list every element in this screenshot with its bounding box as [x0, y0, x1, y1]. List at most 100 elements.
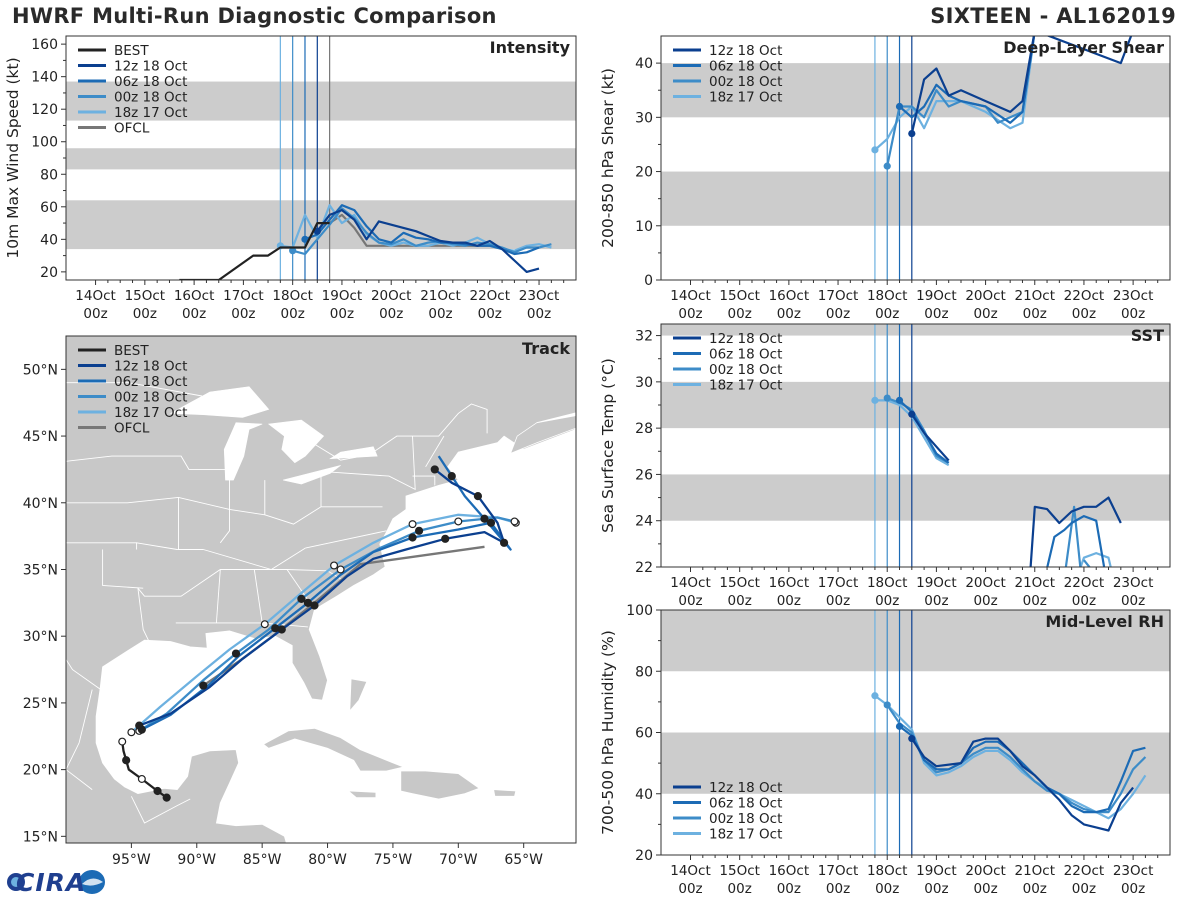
sst-xtick-hour: 00z [1023, 593, 1047, 609]
rh-xtick-day: 14Oct [670, 863, 711, 879]
intensity-ytick-label: 140 [31, 70, 58, 86]
rh-series-00z-18-oct-init-marker [883, 701, 891, 709]
rh-series-00z-18-oct-line-0 [886, 704, 1147, 814]
track-point-open-18z-17-oct [408, 520, 417, 529]
intensity-xtick-day: 16Oct [174, 288, 215, 304]
state-border [271, 547, 306, 570]
track-point-filled-06z-18-oct [447, 471, 456, 481]
rh-plot-area [661, 610, 1170, 855]
track-point-open-best [137, 774, 146, 783]
shear-xtick-hour: 00z [924, 306, 948, 322]
state-border [66, 455, 230, 470]
rh-xtick-day: 19Oct [916, 863, 957, 879]
shear-legend-label: 06z 18 Oct [709, 59, 782, 75]
sst-series-06z-18-oct-init-marker [895, 396, 904, 404]
intensity-series-12z-18-oct-line-0 [316, 209, 540, 273]
sst-xtick-hour: 00z [875, 593, 899, 609]
track-point-filled-ofcl [199, 681, 208, 690]
intensity-series-00z-18-oct-init-marker [289, 247, 297, 255]
shear-title: Deep-Layer Shear [1003, 38, 1164, 57]
track-point-filled-00z-18-oct [414, 526, 424, 535]
intensity-panel: 20 40 60 80 100 120 140 160 14Oct 00z 15Oct 00z 16Oc… [4, 35, 577, 322]
intensity-xtick-day: 17Oct [223, 288, 264, 304]
intensity-legend-label: BEST [114, 43, 149, 59]
sst-legend-label: 00z 18 Oct [709, 362, 782, 378]
shear-xtick-hour: 00z [1072, 306, 1096, 322]
shear-xtick-hour: 00z [1023, 306, 1047, 322]
track-point-filled-best [162, 793, 171, 802]
lat-tick-label: 30°N [23, 629, 58, 645]
track-line-18z-17-oct [130, 513, 517, 734]
intensity-band-1 [66, 148, 576, 170]
rh-xtick-day: 15Oct [719, 863, 760, 879]
sst-series-18z-17-oct-init-marker [871, 396, 879, 404]
mx-state-border [130, 796, 191, 824]
rh-ytick-label: 100 [626, 603, 653, 619]
sst-ytick-label: 26 [635, 467, 653, 483]
intensity-xtick-day: 22Oct [470, 288, 511, 304]
shear-series-18z-17-oct-init-marker [871, 146, 879, 154]
intensity-series-06z-18-oct-init-marker [301, 235, 309, 243]
rh-xtick-day: 18Oct [867, 863, 908, 879]
figure-title: HWRF Multi-Run Diagnostic Comparison [12, 4, 497, 28]
cira-logo-text: CIRA [16, 868, 87, 897]
state-border [136, 542, 178, 550]
intensity-xtick-hour: 00z [83, 306, 107, 322]
rh-panel: 20 40 60 80 100 14Oct 00z 15Oct 00z 16Oct 00z 17Oct… [599, 603, 1171, 897]
sst-xtick-hour: 00z [678, 593, 702, 609]
sst-xtick-day: 23Oct [1113, 575, 1154, 591]
rh-xtick-day: 16Oct [769, 863, 810, 879]
state-border [66, 496, 383, 525]
rh-ylabel: 700-500 hPa Humidity (%) [599, 630, 617, 835]
sst-xtick-day: 17Oct [818, 575, 859, 591]
state-border [425, 435, 445, 468]
lake-michigan [223, 422, 263, 481]
intensity-plot-area [66, 36, 576, 280]
track-point-filled-00z-18-oct [231, 649, 241, 658]
track-panel: 15°N 20°N 25°N 30°N 35°N 40°N 45°N 50°N 95°W 90°W… [23, 335, 577, 868]
shear-xtick-hour: 00z [678, 306, 702, 322]
sst-xtick-hour: 00z [826, 593, 850, 609]
rh-band-1 [661, 610, 1170, 672]
track-point-filled-06z-18-oct [486, 518, 496, 527]
shear-xtick-day: 17Oct [818, 288, 859, 304]
track-point-filled-12z-18-oct [441, 534, 450, 543]
intensity-ytick-label: 40 [40, 232, 58, 248]
sst-frame [660, 323, 1171, 568]
sst-series-00z-18-oct-init-marker [883, 394, 891, 402]
track-point-filled-12z-18-oct [277, 625, 286, 634]
sst-plot-area [661, 324, 1170, 567]
intensity-xtick-day: 18Oct [272, 288, 313, 304]
lat-tick-label: 20°N [23, 763, 58, 779]
rh-series-18z-17-oct-init-marker [871, 692, 879, 700]
rh-xtick-day: 23Oct [1113, 863, 1154, 879]
track-line-00z-18-oct [138, 516, 515, 732]
shear-series-06z-18-oct-init-marker [895, 102, 904, 111]
shear-series-00z-18-oct-init-marker [883, 162, 891, 170]
sst-legend-label: 18z 17 Oct [709, 378, 782, 394]
lon-tick-label: 70°W [439, 852, 478, 868]
lat-tick-label: 25°N [23, 696, 58, 712]
shear-xtick-day: 19Oct [916, 288, 957, 304]
storm-id-title: SIXTEEN - AL162019 [930, 4, 1176, 28]
rh-xtick-hour: 00z [1121, 881, 1145, 897]
rh-xtick-hour: 00z [728, 881, 752, 897]
shear-xtick-hour: 00z [1121, 306, 1145, 322]
sst-series-12z-18-oct-line-0 [910, 413, 950, 462]
shear-plot-area [661, 36, 1170, 280]
intensity-xtick-hour: 00z [379, 306, 403, 322]
intensity-series-ofcl-line-0 [328, 213, 490, 247]
sst-xtick-hour: 00z [973, 593, 997, 609]
track-point-open-18z-17-oct [127, 728, 136, 737]
sst-series-06z-18-oct-line-1 [1046, 515, 1106, 567]
shear-legend-label: 18z 17 Oct [709, 90, 782, 106]
track-legend-label: 06z 18 Oct [114, 374, 187, 390]
intensity-ytick-label: 100 [31, 135, 58, 151]
border-us-canada-east [294, 403, 488, 461]
intensity-legend-label: 18z 17 Oct [114, 105, 187, 121]
shear-xtick-day: 23Oct [1113, 288, 1154, 304]
lake-superior [169, 386, 270, 418]
rh-legend-label: 06z 18 Oct [709, 796, 782, 812]
intensity-xtick-hour: 00z [428, 306, 452, 322]
